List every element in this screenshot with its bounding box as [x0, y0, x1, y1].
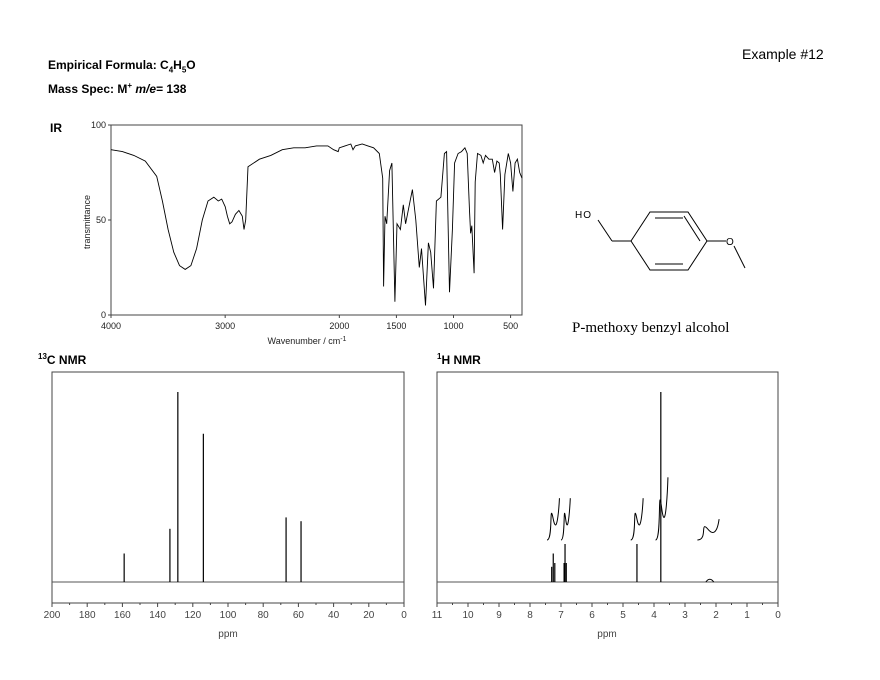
c13-nmr-label: 13C NMR [38, 352, 86, 367]
example-number: Example #12 [742, 46, 824, 62]
h1-x-tick-label: 0 [775, 610, 781, 621]
c13-frame [51, 371, 405, 604]
ir-x-tick-label: 3000 [215, 321, 235, 331]
h1-integral-curve [697, 519, 720, 541]
empirical-prefix: Empirical Formula: [48, 58, 161, 72]
ir-xlabel: Wavenumber / cm-1 [268, 336, 347, 346]
ir-chart: 4000 3000 2000 1500 1000 500 0 50 100 transmitta… [82, 120, 523, 346]
c13-x-tick-label: 60 [293, 610, 305, 621]
formula-carbon-count: 4 [168, 65, 174, 75]
c13-x-tick-label: 40 [328, 610, 340, 621]
formula-carbon: C [160, 58, 169, 72]
empirical-formula: Empirical Formula: C4H5O [48, 58, 196, 74]
o-methyl-bond [733, 245, 746, 269]
ir-x-tick-label: 1500 [386, 321, 406, 331]
formula-hydrogen: H [173, 58, 182, 72]
molecule-structure: HO O [575, 210, 746, 271]
ether-oxygen-label: O [726, 237, 734, 248]
c13-ticks: 200 180 160 140 120 100 80 60 40 20 0 [44, 603, 407, 621]
c13-x-tick-label: 160 [114, 610, 131, 621]
h1-integral-curve [630, 498, 644, 541]
ir-y-tick-label: 50 [96, 215, 106, 225]
mass-value: = 138 [156, 82, 187, 96]
h1-x-tick-label: 6 [589, 610, 595, 621]
c13-x-tick-label: 140 [149, 610, 166, 621]
c13-x-tick-label: 100 [220, 610, 237, 621]
c13-x-tick-label: 200 [44, 610, 61, 621]
mass-spec: Mass Spec: M+ m/e= 138 [48, 81, 186, 96]
h1-peaks [551, 392, 715, 583]
mass-prefix: Mass Spec: M [48, 82, 128, 96]
h1-nmr-label: 1H NMR [437, 352, 481, 367]
ir-xlabel-text: Wavenumber / cm [268, 336, 341, 346]
ir-spectrum-line [110, 143, 523, 306]
h1-label-text: H NMR [441, 353, 481, 367]
h1-integral-curve [655, 477, 669, 541]
c13-x-tick-label: 20 [363, 610, 375, 621]
h1-x-tick-label: 1 [744, 610, 750, 621]
h1-x-tick-label: 8 [527, 610, 533, 621]
h1-integrals [546, 477, 720, 541]
ch2-oh-bond [597, 219, 613, 242]
c13-x-tick-label: 120 [184, 610, 201, 621]
h1-nmr-chart: 11 10 9 8 7 6 5 4 3 2 1 0 ppm [432, 371, 781, 640]
h1-x-tick-label: 10 [462, 610, 474, 621]
ir-ylabel: transmittance [82, 195, 92, 249]
h1-x-tick-label: 9 [496, 610, 502, 621]
c13-x-tick-label: 180 [79, 610, 96, 621]
ir-ticks: 4000 3000 2000 1500 1000 500 0 50 100 [91, 120, 518, 331]
ir-y-tick-label: 100 [91, 120, 106, 130]
mass-me: m/e [135, 82, 157, 96]
ring-double-bond-right [683, 215, 701, 242]
ir-x-tick-label: 2000 [329, 321, 349, 331]
h1-integral-curve [546, 498, 560, 541]
ir-x-tick-label: 1000 [443, 321, 463, 331]
formula-hydrogen-count: 5 [181, 65, 187, 75]
h1-x-tick-label: 11 [432, 610, 443, 621]
ir-x-tick-label: 4000 [101, 321, 121, 331]
ir-label: IR [50, 121, 62, 135]
h1-x-tick-label: 2 [713, 610, 719, 621]
h1-superscript: 1 [437, 352, 442, 361]
c13-peaks [123, 392, 302, 582]
ir-xlabel-sup: -1 [340, 336, 346, 343]
c13-superscript: 13 [38, 352, 47, 361]
ir-x-tick-label: 500 [503, 321, 518, 331]
h1-peak [705, 578, 715, 583]
c13-x-tick-label: 0 [401, 610, 407, 621]
formula-oxygen: O [186, 58, 196, 72]
c13-xlabel: ppm [218, 629, 237, 640]
compound-name: P-methoxy benzyl alcohol [572, 320, 730, 336]
c13-x-tick-label: 80 [258, 610, 270, 621]
h1-integral-curve [560, 498, 571, 541]
h1-x-tick-label: 4 [651, 610, 657, 621]
hydroxyl-label: HO [575, 210, 592, 221]
h1-ticks: 11 10 9 8 7 6 5 4 3 2 1 0 [432, 603, 781, 621]
c13-label-text: C NMR [46, 353, 87, 367]
c13-nmr-chart: 200 180 160 140 120 100 80 60 40 20 0 ppm [44, 371, 407, 640]
mass-charge: + [127, 81, 133, 90]
ir-frame [110, 124, 523, 316]
h1-x-tick-label: 7 [558, 610, 564, 621]
h1-xlabel: ppm [597, 629, 616, 640]
h1-frame [436, 371, 779, 604]
h1-x-tick-label: 5 [620, 610, 626, 621]
benzene-ring [630, 211, 708, 271]
ir-y-tick-label: 0 [101, 310, 106, 320]
h1-x-tick-label: 3 [682, 610, 688, 621]
